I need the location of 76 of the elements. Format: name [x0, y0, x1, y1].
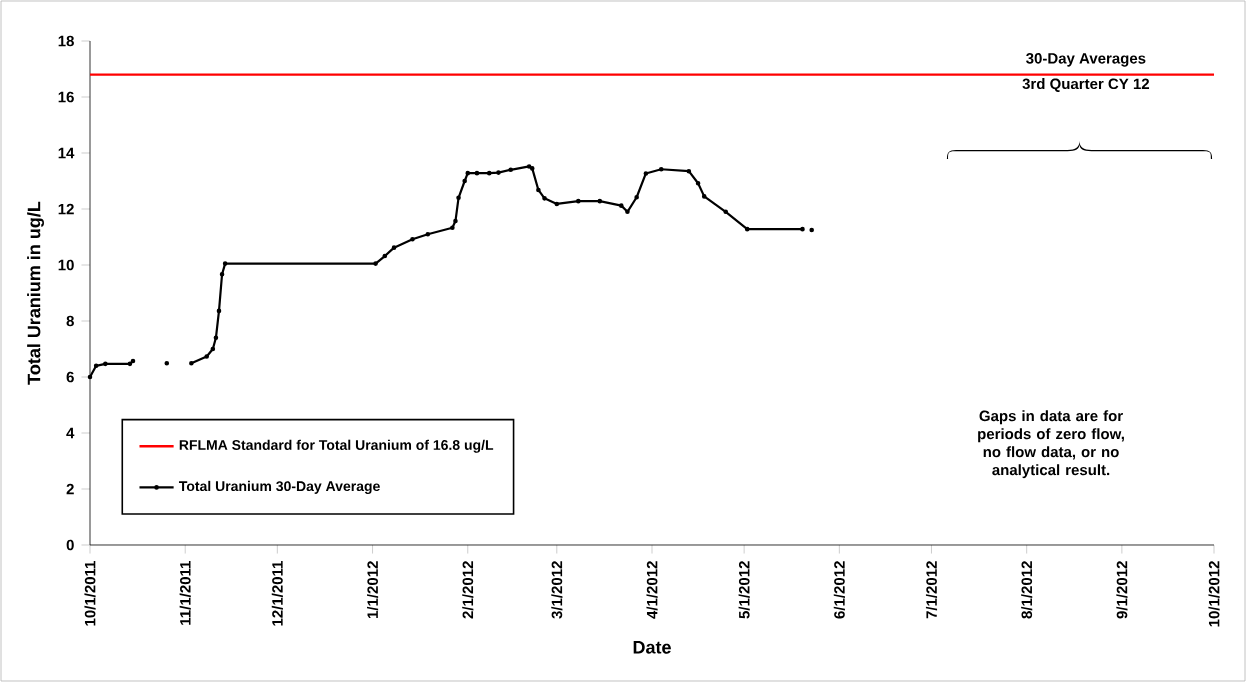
- point: [508, 167, 514, 173]
- y-tick-label: 18: [58, 35, 74, 47]
- y-tick-label: 6: [66, 371, 74, 383]
- x-tick-label: 9/1/2012: [1116, 561, 1128, 619]
- point: [456, 195, 461, 201]
- point: [189, 360, 194, 366]
- point: [130, 358, 136, 364]
- point: [800, 226, 805, 232]
- legend-label: RFLMA Standard for Total Uranium of 16.8 ug/L: [179, 439, 494, 453]
- point: [450, 225, 455, 231]
- y-tick-label: 2: [66, 483, 74, 495]
- point: [658, 166, 664, 172]
- x-tick-label: 11/1/2011: [179, 561, 191, 625]
- x-tick-label: 2/1/2012: [462, 561, 474, 619]
- point: [597, 198, 603, 204]
- point: [625, 209, 630, 215]
- x-axis-title: Date: [633, 641, 671, 654]
- point: [462, 178, 467, 184]
- x-tick-label: 6/1/2012: [833, 561, 845, 619]
- point: [373, 261, 378, 266]
- point: [744, 226, 750, 232]
- point: [164, 360, 170, 366]
- y-tick-label: 16: [58, 91, 74, 103]
- x-tick-label: 4/1/2012: [646, 561, 658, 619]
- point: [634, 194, 639, 200]
- y-tick-label: 0: [66, 539, 74, 551]
- y-tick-label: 4: [66, 427, 75, 439]
- point: [486, 170, 492, 176]
- point: [391, 245, 397, 250]
- point: [453, 218, 458, 224]
- point: [496, 170, 501, 175]
- x-tick-label: 10/1/2011: [84, 561, 96, 626]
- annotation: Gaps in data are for periods of zero flow, no flow data, or no analytical result.: [978, 410, 1124, 479]
- point: [701, 194, 707, 199]
- point: [219, 271, 225, 277]
- point: [127, 361, 133, 367]
- x-tick-label: 8/1/2012: [1021, 561, 1033, 619]
- point: [526, 164, 532, 169]
- y-tick-label: 12: [58, 203, 74, 215]
- point: [222, 261, 228, 266]
- point: [103, 361, 108, 367]
- point: [474, 170, 480, 176]
- y-tick-label: 14: [58, 147, 75, 159]
- point: [410, 236, 415, 242]
- x-tick-label: 7/1/2012: [925, 561, 938, 619]
- x-tick-label: 1/1/2012: [366, 561, 379, 619]
- point: [619, 203, 624, 208]
- legend-label: Total Uranium 30-Day Average: [178, 480, 380, 494]
- y-tick-label: 8: [66, 315, 74, 327]
- point: [382, 253, 388, 259]
- point: [425, 231, 431, 237]
- point: [213, 335, 219, 341]
- point: [216, 308, 222, 314]
- point: [695, 180, 701, 186]
- point: [554, 201, 560, 207]
- point: [93, 363, 99, 369]
- point: [723, 209, 729, 215]
- y-tick-label: 10: [58, 259, 74, 271]
- point: [809, 227, 814, 233]
- point: [204, 354, 210, 359]
- annotation: 3rd Quarter CY 12: [1022, 78, 1150, 92]
- annotation: 30-Day Averages: [1026, 53, 1146, 67]
- point: [529, 166, 535, 171]
- point: [210, 346, 216, 352]
- y-axis-title: Total Uranium in ug/L: [27, 201, 44, 385]
- point: [643, 171, 649, 176]
- point: [536, 187, 541, 193]
- point: [576, 198, 581, 204]
- point: [465, 170, 471, 176]
- x-tick-label: 10/1/2012: [1208, 561, 1220, 627]
- point: [542, 196, 547, 201]
- x-tick-label: 3/1/2012: [551, 561, 563, 619]
- x-tick-label: 12/1/2011: [271, 561, 283, 626]
- point: [87, 374, 93, 380]
- point: [686, 168, 692, 174]
- x-tick-label: 5/1/2012: [738, 561, 750, 619]
